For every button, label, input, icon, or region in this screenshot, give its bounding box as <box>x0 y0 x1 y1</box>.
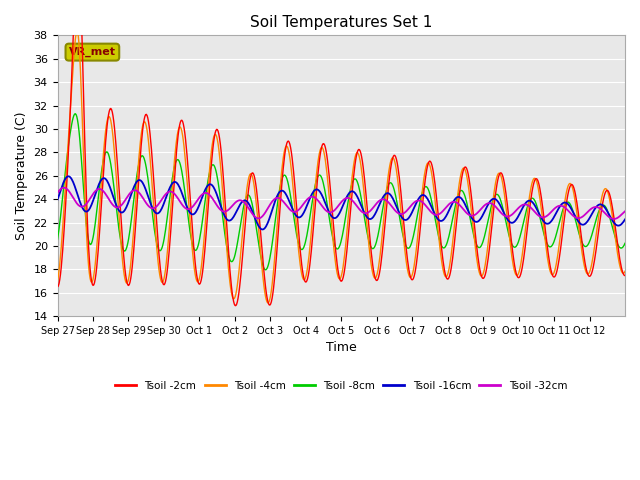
Legend: Tsoil -2cm, Tsoil -4cm, Tsoil -8cm, Tsoil -16cm, Tsoil -32cm: Tsoil -2cm, Tsoil -4cm, Tsoil -8cm, Tsoi… <box>111 377 572 395</box>
Y-axis label: Soil Temperature (C): Soil Temperature (C) <box>15 111 28 240</box>
X-axis label: Time: Time <box>326 341 356 354</box>
Text: VR_met: VR_met <box>69 47 116 57</box>
Title: Soil Temperatures Set 1: Soil Temperatures Set 1 <box>250 15 433 30</box>
